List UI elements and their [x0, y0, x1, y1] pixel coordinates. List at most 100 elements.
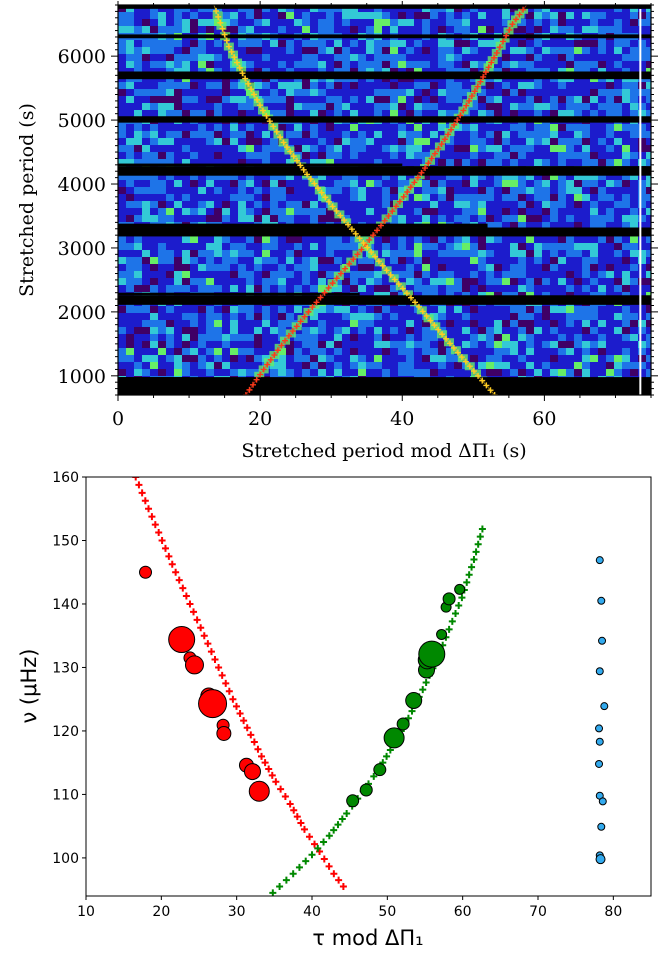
heatmap-cell — [174, 12, 182, 19]
heatmap-cell — [126, 208, 134, 215]
heatmap-cell — [126, 257, 134, 264]
heatmap-cell — [430, 327, 438, 334]
ridge-marker — [342, 265, 349, 272]
heatmap-cell — [326, 355, 334, 362]
ridge-marker — [257, 371, 264, 378]
heatmap-cell — [550, 138, 558, 145]
heatmap-cell — [430, 12, 438, 19]
heatmap-cell — [598, 215, 606, 222]
ridge-marker — [446, 340, 453, 347]
heatmap-cell — [190, 131, 198, 138]
heatmap-cell — [646, 110, 651, 117]
ridge-marker — [317, 294, 324, 301]
heatmap-cell — [454, 320, 462, 327]
heatmap-cell — [598, 257, 606, 264]
heatmap-cell — [174, 61, 182, 68]
heatmap-cell — [486, 152, 494, 159]
heatmap-cell — [142, 12, 150, 19]
heatmap-cell — [638, 96, 646, 103]
ridge-marker — [370, 232, 377, 239]
ridge-marker — [242, 75, 249, 82]
heatmap-cell — [518, 152, 526, 159]
heatmap-cell — [222, 201, 230, 208]
heatmap-cell — [118, 12, 126, 19]
heatmap-cell — [398, 173, 406, 180]
heatmap-cell — [414, 194, 422, 201]
scatter-point-blue — [600, 702, 609, 711]
heatmap-cell — [358, 264, 366, 271]
heatmap-cell — [182, 362, 190, 369]
heatmap-cell — [150, 306, 158, 313]
heatmap-cell — [142, 40, 150, 47]
heatmap-cell — [230, 152, 238, 159]
ridge-marker — [280, 139, 287, 146]
heatmap-cell — [566, 327, 574, 334]
heatmap-cell — [398, 215, 406, 222]
heatmap-cell — [494, 187, 502, 194]
heatmap-cell — [390, 313, 398, 320]
heatmap-cell — [630, 250, 638, 257]
heatmap-cell — [366, 26, 374, 33]
heatmap-cell — [510, 40, 518, 47]
heatmap-cell — [382, 19, 390, 26]
heatmap-cell — [646, 355, 651, 362]
heatmap-cell — [294, 215, 302, 222]
heatmap-cell — [638, 250, 646, 257]
heatmap-cell — [278, 215, 286, 222]
ridge-marker — [223, 37, 230, 44]
heatmap-cell — [214, 285, 222, 292]
heatmap-cell — [190, 12, 198, 19]
heatmap-cell — [150, 334, 158, 341]
heatmap-cell — [494, 222, 502, 229]
heatmap-cell — [214, 215, 222, 222]
heatmap-cell — [414, 271, 422, 278]
heatmap-cell — [142, 82, 150, 89]
heatmap-cell — [270, 145, 278, 152]
model-curve-marker-0 — [148, 513, 156, 521]
heatmap-cell — [446, 362, 454, 369]
heatmap-cell — [398, 313, 406, 320]
heatmap-cell — [518, 89, 526, 96]
heatmap-cell — [646, 222, 651, 229]
ridge-marker — [285, 332, 292, 339]
heatmap-cell — [526, 208, 534, 215]
heatmap-cell — [518, 201, 526, 208]
heatmap-cell — [438, 306, 446, 313]
model-curve-marker-0 — [258, 752, 266, 760]
heatmap-cell — [158, 26, 166, 33]
model-curve-marker-1 — [448, 617, 456, 625]
heatmap-cell — [134, 201, 142, 208]
heatmap-cell — [150, 131, 158, 138]
heatmap-cell — [142, 362, 150, 369]
heatmap-cell — [342, 82, 350, 89]
heatmap-cell — [478, 26, 486, 33]
heatmap-cell — [374, 89, 382, 96]
heatmap-cell — [574, 250, 582, 257]
heatmap-cell — [238, 285, 246, 292]
heatmap-cell — [590, 47, 598, 54]
heatmap-cell — [366, 138, 374, 145]
heatmap-cell — [326, 124, 334, 131]
heatmap-cell — [262, 201, 270, 208]
heatmap-cell — [398, 40, 406, 47]
heatmap-cell — [574, 61, 582, 68]
heatmap-cell — [430, 215, 438, 222]
heatmap-cell — [190, 215, 198, 222]
heatmap-cell — [174, 173, 182, 180]
heatmap-cell — [646, 138, 651, 145]
heatmap-cell — [574, 264, 582, 271]
heatmap-cell — [614, 40, 622, 47]
heatmap-cell — [310, 278, 318, 285]
heatmap-cell — [518, 103, 526, 110]
heatmap-cell — [190, 208, 198, 215]
heatmap-cell — [486, 131, 494, 138]
heatmap-cell — [134, 82, 142, 89]
heatmap-cell — [126, 369, 134, 376]
heatmap-cell — [638, 334, 646, 341]
heatmap-cell — [342, 369, 350, 376]
heatmap-cell — [534, 152, 542, 159]
heatmap-cell — [158, 208, 166, 215]
heatmap-cell — [342, 47, 350, 54]
heatmap-cell — [390, 40, 398, 47]
heatmap-cell — [382, 103, 390, 110]
